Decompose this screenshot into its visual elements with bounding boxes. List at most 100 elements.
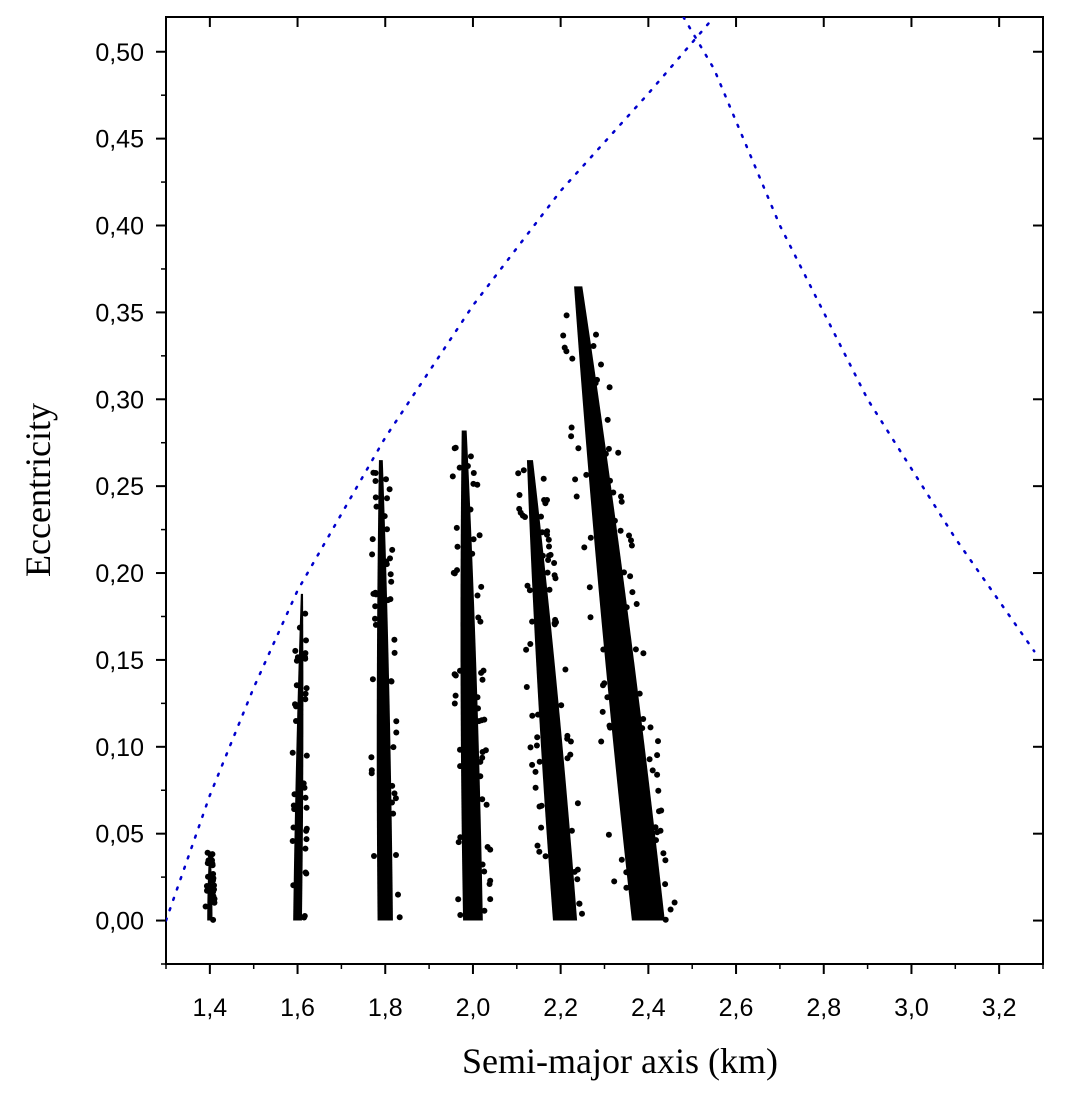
scatter-point xyxy=(484,844,491,850)
scatter-point xyxy=(538,824,545,831)
scatter-point xyxy=(457,763,464,770)
scatter-point xyxy=(289,749,296,756)
scatter-point xyxy=(384,526,390,533)
scatter-point xyxy=(532,768,539,775)
scatter-point xyxy=(560,332,567,339)
scatter-point xyxy=(207,852,214,859)
scatter-point xyxy=(599,708,606,715)
y-tick-label: 0,20 xyxy=(95,560,144,588)
scatter-point xyxy=(372,615,378,622)
scatter-point xyxy=(563,312,570,319)
scatter-point xyxy=(552,575,559,582)
scatter-point xyxy=(574,800,581,807)
scatter-point xyxy=(604,416,611,423)
scatter-point xyxy=(381,513,388,520)
scatter-point xyxy=(562,666,569,673)
scatter-point xyxy=(373,503,380,510)
scatter-point xyxy=(572,476,579,483)
y-tick-label: 0,30 xyxy=(95,386,144,414)
scatter-point xyxy=(526,587,533,594)
scatter-point xyxy=(647,724,654,731)
scatter-point xyxy=(606,384,613,391)
x-axis-title: Semi-major axis (km) xyxy=(462,1041,778,1081)
scatter-point xyxy=(292,647,299,654)
scatter-point xyxy=(667,906,674,913)
scatter-point xyxy=(451,671,458,678)
scatter-point xyxy=(481,907,488,914)
scatter-point xyxy=(538,513,544,520)
scatter-point xyxy=(544,569,551,576)
scatter-point xyxy=(303,637,309,644)
scatter-point xyxy=(290,802,297,809)
scatter-point xyxy=(302,696,309,703)
scatter-point xyxy=(391,636,398,643)
y-tick-label: 0,15 xyxy=(95,647,144,675)
scatter-point xyxy=(523,646,530,653)
scatter-point xyxy=(564,755,571,762)
scatter-point xyxy=(302,655,309,662)
scatter-point xyxy=(303,685,310,692)
scatter-point xyxy=(652,824,659,831)
scatter-point xyxy=(383,558,390,565)
scatter-point xyxy=(568,433,575,440)
scatter-point xyxy=(539,552,546,559)
scatter-point xyxy=(479,676,486,683)
y-tick-label: 0,25 xyxy=(95,473,144,501)
scatter-point xyxy=(389,546,396,553)
scatter-point xyxy=(211,882,217,889)
scatter-point xyxy=(387,596,394,603)
scatter-point xyxy=(607,724,614,731)
scatter-point xyxy=(618,856,625,863)
scatter-point xyxy=(568,424,575,431)
scatter-point xyxy=(300,780,307,787)
scatter-point xyxy=(658,807,665,814)
scatter-point xyxy=(467,453,474,460)
scatter-point xyxy=(605,831,612,838)
scatter-point xyxy=(392,795,399,802)
boundary-curve-1 xyxy=(682,17,1036,653)
scatter-point xyxy=(529,618,536,625)
scatter-point xyxy=(611,878,618,885)
scatter-point xyxy=(387,571,394,578)
scatter-point xyxy=(551,621,558,628)
y-tick-label: 0,40 xyxy=(95,213,144,241)
scatter-point xyxy=(611,517,618,524)
scatter-point xyxy=(610,489,617,496)
scatter-point xyxy=(368,754,375,761)
scatter-point xyxy=(210,897,217,904)
scatter-point xyxy=(547,551,554,558)
scatter-point xyxy=(628,542,635,549)
scatter-point xyxy=(478,583,485,590)
scatter-point xyxy=(519,512,526,519)
scatter-point xyxy=(479,861,486,868)
scatter-point xyxy=(302,845,309,852)
scatter-point xyxy=(534,842,541,849)
scatter-point xyxy=(567,738,574,745)
scatter-point xyxy=(671,899,678,906)
scatter-point xyxy=(590,343,597,349)
scatter-point xyxy=(626,532,632,539)
scatter-point xyxy=(302,650,309,657)
scatter-point xyxy=(574,876,581,883)
scatter-point xyxy=(303,836,310,843)
scatter-point xyxy=(535,711,541,718)
scatter-point xyxy=(605,445,612,452)
scatter-point xyxy=(388,678,395,685)
scatter-point xyxy=(639,725,646,732)
scatter-point xyxy=(292,701,298,708)
cluster-0 xyxy=(202,849,218,923)
scatter-point xyxy=(534,734,541,741)
scatter-point xyxy=(384,495,390,502)
scatter-point xyxy=(453,524,460,531)
scatter-point xyxy=(395,891,401,898)
x-tick-label: 2,6 xyxy=(719,994,754,1022)
scatter-point xyxy=(293,657,300,664)
scatter-point xyxy=(541,497,548,503)
x-tick-label: 1,6 xyxy=(280,994,315,1022)
cluster-4 xyxy=(515,460,585,921)
scatter-point xyxy=(654,771,661,778)
scatter-point xyxy=(618,493,624,500)
scatter-point xyxy=(457,834,464,841)
scatter-point xyxy=(662,857,669,864)
scatter-point xyxy=(205,873,211,880)
